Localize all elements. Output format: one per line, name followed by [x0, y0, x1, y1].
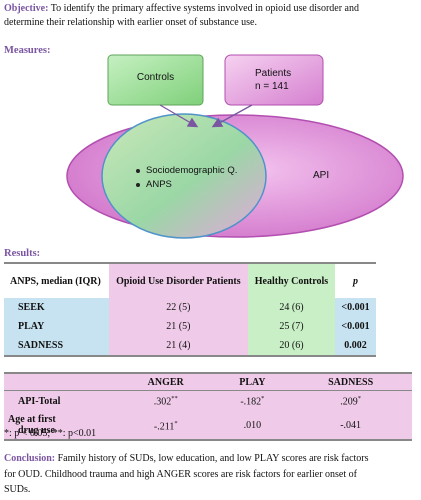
table-row: API-Total .302** -.182* .209* — [4, 391, 412, 412]
cell-patients: 21 (5) — [108, 317, 248, 336]
col-header-patients: Opioid Use Disorder Patients — [108, 262, 248, 298]
cell-patients: 21 (4) — [108, 336, 248, 357]
cell-controls: 24 (6) — [247, 298, 335, 317]
cell-p: <0.001 — [335, 298, 376, 317]
cell-controls: 20 (6) — [247, 336, 335, 357]
cell-sadness: -.041 — [289, 411, 412, 441]
col-header-sadness: SADNESS — [289, 372, 412, 391]
anps-table: ANPS, median (IQR) Opioid Use Disorder P… — [4, 262, 376, 357]
conclusion-line1: Family history of SUDs, low education, a… — [57, 453, 369, 464]
table-row: SEEK 22 (5) 24 (6) <0.001 — [4, 298, 376, 317]
significance-mark: * — [261, 394, 265, 402]
row-label-api-total: API-Total — [18, 395, 61, 407]
measures-heading: Measures: — [4, 45, 51, 56]
bullet-dot — [136, 169, 140, 173]
conclusion-line2: for OUD. Childhood trauma and high ANGER… — [4, 468, 357, 480]
objective-paragraph: Objective: To identify the primary affec… — [4, 2, 418, 29]
api-label: API — [313, 170, 330, 181]
correlation-table: ANGER PLAY SADNESS API-Total .302** -.18… — [4, 372, 412, 441]
row-label: PLAY — [4, 317, 109, 336]
col-header-p: p — [335, 262, 376, 298]
col-header-controls: Healthy Controls — [247, 262, 335, 298]
significance-footnote: *: p < 0.05; **: p<0.01 — [4, 428, 97, 439]
value: -.182 — [240, 396, 262, 408]
col-header-empty — [4, 372, 116, 391]
value: .302 — [153, 396, 172, 408]
conclusion-label: Conclusion: — [4, 453, 56, 464]
objective-line2: determine their relationship with earlie… — [4, 16, 257, 28]
results-heading: Results: — [4, 248, 41, 259]
table-row: SADNESS 21 (4) 20 (6) 0.002 — [4, 336, 376, 357]
value: -.211 — [153, 421, 175, 433]
significance-mark: ** — [171, 394, 178, 402]
cell-play: .010 — [215, 411, 290, 441]
objective-line1: To identify the primary affective system… — [50, 3, 359, 14]
table-header-row: ANGER PLAY SADNESS — [4, 372, 412, 391]
row-label: SEEK — [4, 298, 109, 317]
patients-label: Patients n = 141 — [255, 67, 291, 93]
controls-label: Controls — [136, 72, 175, 83]
value: .209 — [340, 396, 358, 408]
cell-anger: .302** — [116, 391, 215, 412]
patients-count: n = 141 — [255, 81, 289, 92]
cell-controls: 25 (7) — [247, 317, 335, 336]
patients-label-line1: Patients — [255, 68, 292, 79]
bullet-anps: ANPS — [146, 179, 172, 190]
table-row: Age at first drug use -.211* .010 -.041 — [4, 411, 412, 441]
row-label: SADNESS — [4, 336, 109, 357]
cell-patients: 22 (5) — [108, 298, 248, 317]
significance-mark: * — [357, 394, 362, 402]
measures-diagram — [66, 54, 404, 239]
patients-arrow — [211, 104, 253, 128]
label-line: Age at first — [8, 414, 56, 425]
bullet-sociodemographic: Sociodemographic Q. — [146, 165, 238, 176]
cell-play: -.182* — [215, 391, 289, 412]
patients-box — [224, 54, 324, 106]
cell-sadness: .209* — [289, 391, 412, 412]
conclusion-paragraph: Conclusion: Family history of SUDs, low … — [4, 451, 418, 498]
objective-label: Objective: — [4, 3, 49, 14]
bullet-dot — [136, 183, 140, 187]
label-line: drug use — [18, 425, 55, 436]
anps-inner-ellipse — [101, 113, 267, 239]
col-header-anps: ANPS, median (IQR) — [4, 262, 109, 298]
controls-box — [107, 54, 204, 106]
table-row: PLAY 21 (5) 25 (7) <0.001 — [4, 317, 376, 336]
row-label-age-first-drug: Age at first drug use — [4, 411, 116, 441]
col-header-play: PLAY — [215, 372, 290, 391]
significance-mark: * — [174, 419, 178, 427]
cell-anger: -.211* — [116, 411, 216, 441]
cell-p: <0.001 — [335, 317, 376, 336]
cell-p: 0.002 — [335, 336, 376, 357]
conclusion-line3: SUDs. — [4, 484, 31, 495]
table-header-row: ANPS, median (IQR) Opioid Use Disorder P… — [4, 262, 376, 298]
controls-arrow — [159, 104, 199, 128]
col-header-anger: ANGER — [116, 372, 216, 391]
